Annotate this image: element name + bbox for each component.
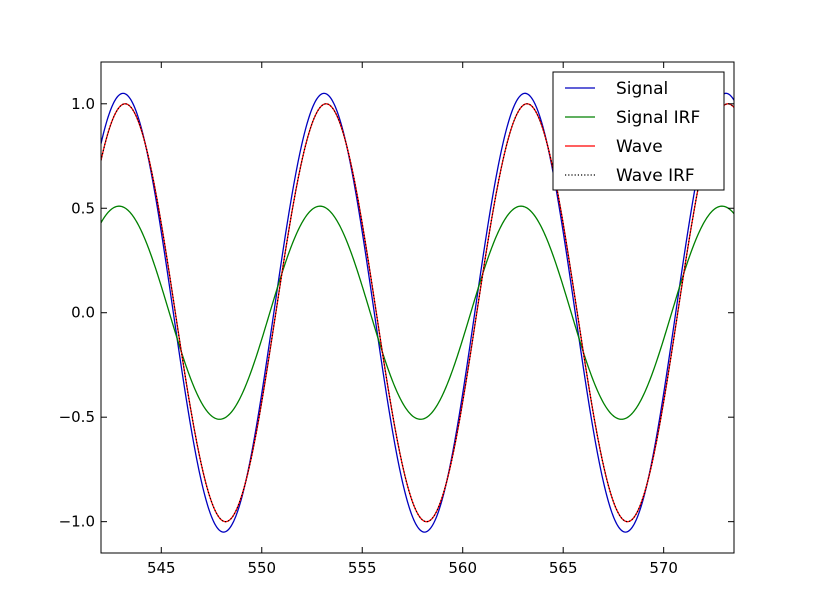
series-line-signal-irf <box>101 205 734 420</box>
legend-label-wave-irf: Wave IRF <box>616 166 695 186</box>
x-tick-label: 545 <box>147 559 176 577</box>
legend-box <box>552 71 725 191</box>
x-tick-label: 565 <box>549 559 578 577</box>
x-tick-label: 560 <box>448 559 477 577</box>
y-tick-label: 0.0 <box>71 304 95 322</box>
y-tick-label: 0.5 <box>71 199 95 217</box>
x-tick-label: 570 <box>649 559 678 577</box>
legend-label-signal-irf: Signal IRF <box>616 108 700 128</box>
legend: Signal Signal IRF Wave Wave IRF <box>552 71 725 191</box>
y-tick-label: −1.0 <box>59 513 95 531</box>
series-layer <box>101 92 734 533</box>
legend-label-wave: Wave <box>616 137 663 157</box>
tick-layer: 545 550 555 560 565 570 −1.0 −0.5 0.0 0.5 1.0 <box>59 62 734 577</box>
legend-label-signal: Signal <box>616 79 668 99</box>
x-tick-label: 550 <box>247 559 276 577</box>
series-line-signal <box>101 92 734 533</box>
y-tick-label: 1.0 <box>71 95 95 113</box>
x-tick-label: 555 <box>348 559 377 577</box>
y-tick-label: −0.5 <box>59 408 95 426</box>
series-line-wave <box>101 103 734 523</box>
plot-frame <box>100 61 735 554</box>
